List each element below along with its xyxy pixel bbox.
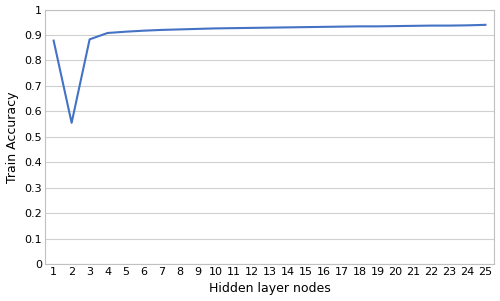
X-axis label: Hidden layer nodes: Hidden layer nodes — [208, 282, 330, 296]
Y-axis label: Train Accuracy: Train Accuracy — [6, 91, 18, 183]
